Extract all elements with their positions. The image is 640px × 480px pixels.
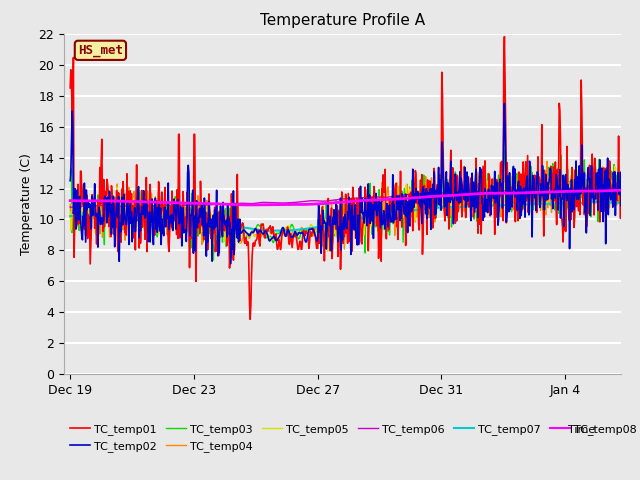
- TC_temp05: [383, 209, 390, 215]
- TC_temp03: [383, 232, 390, 238]
- TC_temp01: [500, 34, 508, 39]
- TC_temp01: [269, 229, 277, 235]
- Line: TC_temp05: TC_temp05: [70, 165, 627, 251]
- Text: Time: Time: [568, 425, 595, 435]
- Line: TC_temp02: TC_temp02: [70, 103, 627, 264]
- TC_temp05: [299, 227, 307, 232]
- TC_temp06: [623, 185, 631, 191]
- TC_temp02: [383, 211, 390, 216]
- TC_temp05: [324, 248, 332, 254]
- TC_temp05: [67, 209, 74, 215]
- TC_temp06: [605, 184, 613, 190]
- TC_temp01: [517, 171, 525, 177]
- TC_temp06: [516, 187, 524, 193]
- TC_temp05: [197, 215, 205, 220]
- TC_temp07: [300, 226, 307, 232]
- TC_temp07: [269, 228, 277, 233]
- Line: TC_temp07: TC_temp07: [70, 202, 627, 230]
- TC_temp01: [383, 236, 390, 241]
- Line: TC_temp01: TC_temp01: [70, 36, 627, 319]
- Line: TC_temp06: TC_temp06: [70, 187, 627, 207]
- TC_temp07: [623, 200, 631, 205]
- TC_temp02: [227, 261, 235, 266]
- TC_temp04: [383, 213, 390, 218]
- TC_temp02: [517, 213, 525, 218]
- TC_temp08: [86, 198, 94, 204]
- Line: TC_temp08: TC_temp08: [70, 190, 627, 205]
- TC_temp08: [516, 190, 524, 196]
- TC_temp05: [623, 187, 631, 192]
- TC_temp04: [269, 228, 277, 234]
- TC_temp08: [300, 202, 307, 207]
- TC_temp06: [269, 200, 276, 205]
- TC_temp01: [246, 316, 254, 322]
- TC_temp03: [517, 209, 525, 215]
- TC_temp07: [67, 213, 74, 219]
- TC_temp04: [543, 158, 551, 164]
- TC_temp07: [593, 199, 600, 205]
- TC_temp03: [269, 240, 277, 246]
- TC_temp04: [67, 201, 74, 207]
- TC_temp02: [300, 230, 307, 236]
- TC_temp05: [86, 210, 94, 216]
- TC_temp04: [231, 248, 239, 253]
- TC_temp01: [86, 261, 94, 267]
- TC_temp02: [197, 214, 205, 220]
- Legend: TC_temp01, TC_temp02, TC_temp03, TC_temp04, TC_temp05, TC_temp06, TC_temp07, TC_: TC_temp01, TC_temp02, TC_temp03, TC_temp…: [70, 424, 637, 452]
- TC_temp02: [86, 205, 94, 211]
- TC_temp08: [623, 187, 631, 193]
- Line: TC_temp04: TC_temp04: [70, 161, 627, 251]
- TC_temp02: [67, 178, 74, 184]
- Y-axis label: Temperature (C): Temperature (C): [20, 153, 33, 255]
- Text: HS_met: HS_met: [78, 44, 123, 57]
- TC_temp07: [383, 211, 390, 216]
- TC_temp01: [300, 228, 307, 234]
- Title: Temperature Profile A: Temperature Profile A: [260, 13, 425, 28]
- TC_temp02: [269, 234, 277, 240]
- TC_temp04: [300, 227, 307, 233]
- TC_temp03: [86, 214, 94, 219]
- TC_temp07: [516, 202, 524, 207]
- TC_temp04: [516, 171, 524, 177]
- TC_temp04: [197, 211, 205, 216]
- TC_temp06: [197, 202, 205, 208]
- Line: TC_temp03: TC_temp03: [70, 150, 627, 260]
- TC_temp08: [67, 198, 74, 204]
- TC_temp07: [269, 228, 276, 233]
- TC_temp03: [67, 170, 74, 176]
- TC_temp03: [197, 206, 205, 212]
- TC_temp02: [623, 192, 631, 197]
- TC_temp01: [623, 218, 631, 224]
- TC_temp02: [500, 100, 508, 106]
- TC_temp03: [500, 147, 508, 153]
- TC_temp06: [67, 204, 74, 210]
- TC_temp03: [209, 257, 217, 263]
- TC_temp08: [269, 202, 277, 207]
- TC_temp06: [86, 203, 94, 209]
- TC_temp05: [516, 195, 524, 201]
- TC_temp08: [383, 197, 390, 203]
- TC_temp01: [67, 85, 74, 91]
- TC_temp06: [299, 199, 307, 204]
- TC_temp05: [269, 236, 276, 241]
- TC_temp08: [246, 202, 253, 208]
- TC_temp04: [86, 215, 94, 221]
- TC_temp07: [197, 217, 205, 223]
- TC_temp08: [197, 201, 205, 206]
- TC_temp03: [300, 230, 307, 236]
- TC_temp05: [615, 162, 623, 168]
- TC_temp03: [623, 154, 631, 160]
- TC_temp07: [86, 213, 94, 219]
- TC_temp04: [623, 200, 631, 206]
- TC_temp06: [382, 194, 390, 200]
- TC_temp01: [197, 207, 205, 213]
